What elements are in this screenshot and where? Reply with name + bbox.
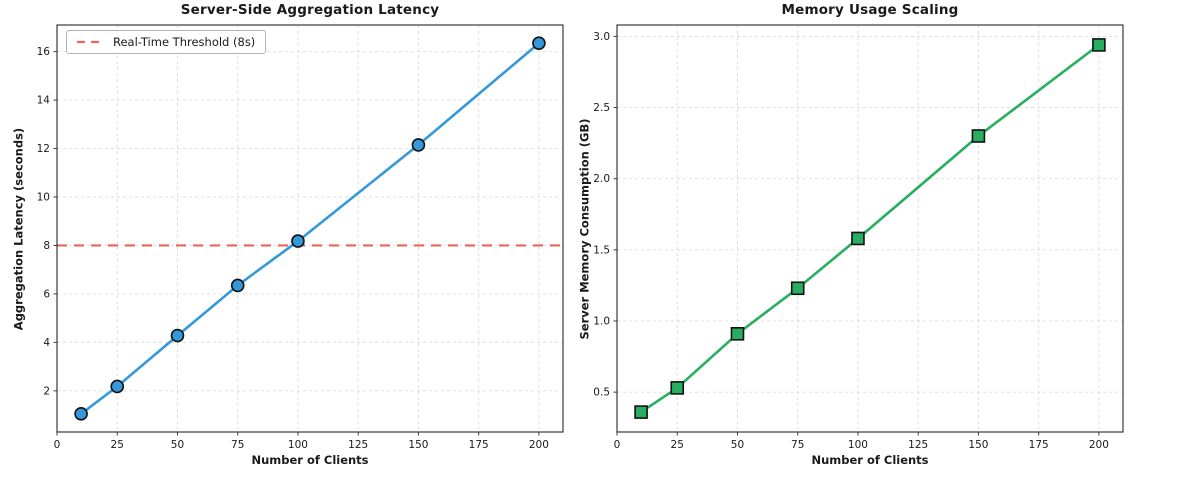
y-tick-label: 4 — [43, 337, 50, 349]
y-tick-label: 10 — [37, 192, 50, 204]
y-tick-label: 14 — [37, 95, 51, 107]
axis-ticks — [53, 51, 540, 436]
x-tick-label: 0 — [614, 439, 621, 451]
memory-chart: 0 25 50 75 100 125 150 175 200 0.5 1.0 1.5 2.0 2.5 3.0 — [593, 24, 1124, 451]
y-tick-label: 2.0 — [593, 173, 610, 185]
x-tick-label: 100 — [288, 439, 308, 451]
memory-chart-markers — [634, 38, 1106, 419]
data-point-marker — [170, 328, 185, 343]
data-point-marker — [110, 379, 125, 394]
latency-y-axis-label: Aggregation Latency (seconds) — [11, 127, 26, 331]
x-tick-label: 100 — [848, 439, 868, 451]
y-tick-label: 0.5 — [593, 387, 610, 399]
x-tick-label: 75 — [231, 439, 244, 451]
axis-ticks — [613, 35, 1100, 436]
memory-chart-line — [639, 43, 1101, 414]
latency-chart-title: Server-Side Aggregation Latency — [180, 2, 440, 18]
data-point-marker — [532, 36, 546, 50]
threshold-dash-icon — [77, 40, 103, 44]
plot-border — [56, 24, 564, 433]
x-tick-label: 125 — [348, 439, 368, 451]
latency-chart: 0 25 50 75 100 125 150 175 200 2 4 6 8 10 12 14 16 — [37, 24, 564, 451]
y-tick-label: 2.5 — [593, 102, 610, 114]
latency-chart-markers — [74, 36, 546, 421]
data-point-marker — [730, 327, 745, 341]
legend-label: Real-Time Threshold (8s) — [113, 35, 256, 49]
data-point-marker — [634, 405, 648, 419]
x-tick-label: 200 — [1089, 439, 1109, 451]
data-point-marker — [411, 138, 426, 152]
y-tick-label: 1.5 — [593, 244, 610, 256]
memory-y-axis-label: Server Memory Consumption (GB) — [577, 118, 592, 340]
y-tick-label: 2 — [43, 385, 50, 397]
y-tick-label: 16 — [37, 46, 51, 58]
data-point-marker — [1092, 38, 1106, 52]
data-point-marker — [851, 231, 865, 246]
legend: Real-Time Threshold (8s) — [66, 30, 267, 54]
data-point-marker — [74, 407, 88, 421]
x-tick-label: 150 — [968, 439, 988, 451]
plot-border — [616, 24, 1124, 433]
memory-x-axis-label: Number of Clients — [811, 453, 929, 467]
latency-chart-line — [79, 41, 541, 416]
x-tick-label: 175 — [1029, 439, 1049, 451]
data-point-marker — [230, 278, 245, 293]
y-tick-label: 12 — [37, 143, 50, 155]
latency-x-axis-label: Number of Clients — [251, 453, 369, 467]
y-tick-label: 8 — [43, 240, 50, 252]
data-point-marker — [670, 381, 685, 395]
x-tick-label: 50 — [171, 439, 184, 451]
x-tick-label: 50 — [731, 439, 744, 451]
y-tick-label: 3.0 — [593, 31, 610, 43]
memory-chart-title: Memory Usage Scaling — [781, 2, 959, 18]
x-tick-label: 200 — [529, 439, 549, 451]
x-tick-label: 175 — [469, 439, 489, 451]
x-tick-label: 25 — [671, 439, 684, 451]
x-tick-label: 0 — [54, 439, 61, 451]
x-tick-label: 75 — [791, 439, 804, 451]
x-tick-label: 125 — [908, 439, 928, 451]
tick-labels: 0 25 50 75 100 125 150 175 200 2 4 6 8 10 12 14 16 — [37, 46, 549, 451]
data-point-marker — [971, 129, 986, 143]
y-tick-label: 6 — [43, 288, 50, 300]
data-point-marker — [790, 281, 805, 296]
tick-labels: 0 25 50 75 100 125 150 175 200 0.5 1.0 1.5 2.0 2.5 3.0 — [593, 31, 1109, 451]
x-tick-label: 25 — [111, 439, 124, 451]
y-tick-label: 1.0 — [593, 316, 610, 328]
data-point-marker — [291, 234, 305, 248]
x-tick-label: 150 — [408, 439, 428, 451]
